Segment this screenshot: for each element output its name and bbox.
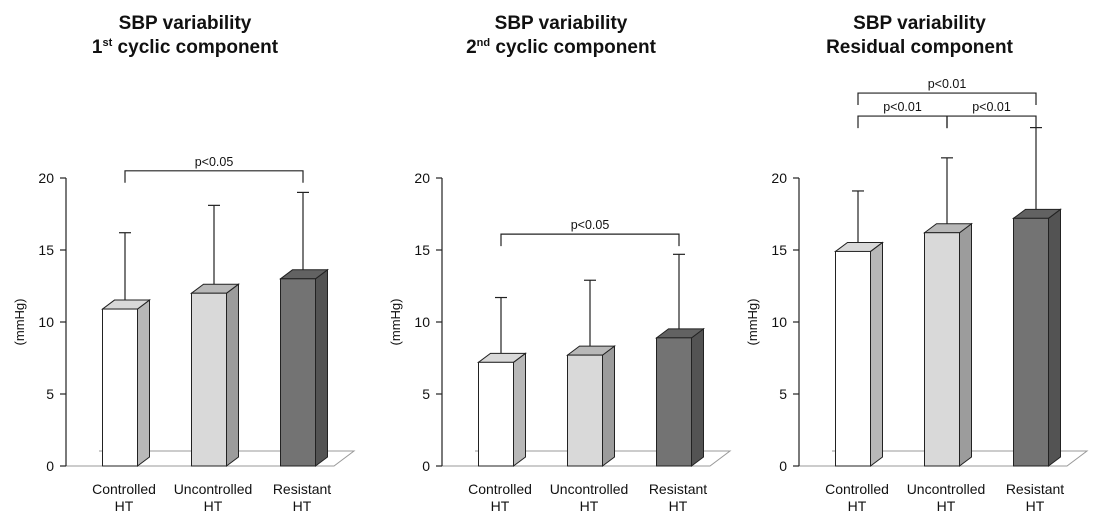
significance-label: p<0.01	[883, 100, 922, 114]
x-category-label: HT	[669, 498, 688, 514]
y-tick-label: 0	[422, 458, 430, 474]
bar	[1013, 217, 1049, 467]
bar	[924, 232, 960, 467]
y-tick-label: 0	[779, 458, 787, 474]
x-category-label: Resistant	[649, 481, 707, 497]
bar	[478, 361, 514, 467]
bar-side	[602, 345, 615, 467]
significance-label: p<0.05	[571, 218, 610, 232]
x-category-label: Uncontrolled	[174, 481, 253, 497]
x-category-label: HT	[937, 498, 956, 514]
significance-label: p<0.01	[972, 100, 1011, 114]
y-tick-label: 10	[414, 314, 430, 330]
bar-side	[691, 327, 704, 467]
y-tick-label: 10	[38, 314, 54, 330]
bar	[835, 250, 871, 467]
bar-chart-svg: 05101520(mmHg)ControlledHTUncontrolledHT…	[12, 155, 356, 514]
x-category-label: Controlled	[92, 481, 156, 497]
y-axis-label: (mmHg)	[388, 299, 403, 346]
y-axis-label: (mmHg)	[12, 299, 27, 346]
bar-side	[315, 268, 328, 467]
y-tick-label: 20	[771, 170, 787, 186]
significance-bracket	[500, 233, 680, 247]
bar	[280, 278, 316, 467]
bar-chart-svg: 05101520(mmHg)ControlledHTUncontrolledHT…	[388, 170, 732, 514]
x-category-label: HT	[115, 498, 134, 514]
chart-title-line1: SBP variability	[494, 13, 628, 34]
x-category-label: HT	[293, 498, 312, 514]
x-category-label: HT	[1026, 498, 1045, 514]
subtitle-rest: Residual component	[826, 37, 1013, 58]
subtitle-rest: cyclic component	[112, 37, 279, 58]
y-tick-label: 15	[38, 242, 54, 258]
chart-title-line1: SBP variability	[118, 13, 252, 34]
significance-bracket	[946, 115, 1037, 129]
y-tick-label: 10	[771, 314, 787, 330]
significance-bracket	[857, 115, 948, 129]
bar-side	[959, 222, 972, 467]
x-category-label: Resistant	[273, 481, 331, 497]
chart-title-line2: Residual component	[733, 36, 1106, 59]
y-tick-label: 5	[779, 386, 787, 402]
bar	[191, 292, 227, 467]
y-tick-label: 20	[414, 170, 430, 186]
bar-chart-svg: 05101520(mmHg)ControlledHTUncontrolledHT…	[745, 77, 1089, 514]
y-tick-label: 5	[46, 386, 54, 402]
x-category-label: HT	[580, 498, 599, 514]
bar-side	[1048, 208, 1061, 467]
y-axis-label: (mmHg)	[745, 299, 760, 346]
bar-side	[870, 241, 883, 467]
x-category-label: Resistant	[1006, 481, 1064, 497]
subtitle-rest: cyclic component	[490, 37, 656, 58]
x-category-label: HT	[204, 498, 223, 514]
x-category-label: Controlled	[825, 481, 889, 497]
y-tick-label: 5	[422, 386, 430, 402]
chart-panel-1: SBP variability 1st cyclic component 0 5 1…	[0, 0, 370, 514]
significance-label: p<0.01	[928, 77, 967, 91]
y-tick-label: 15	[414, 242, 430, 258]
chart-title-line1: SBP variability	[853, 13, 986, 34]
bar	[567, 354, 603, 467]
y-tick-label: 20	[38, 170, 54, 186]
subtitle-number: 1	[91, 37, 103, 58]
chart-title-line2: 2nd cyclic component	[376, 36, 746, 59]
chart-panel-3: SBP variability Residual component 0 5 10 1…	[733, 0, 1106, 514]
x-category-label: Controlled	[468, 481, 532, 497]
x-category-label: HT	[848, 498, 867, 514]
chart-title-line2: 1st cyclic component	[0, 36, 370, 59]
x-category-label: Uncontrolled	[550, 481, 629, 497]
chart-panel-2: SBP variability 2nd cyclic component 0 5 1…	[376, 0, 746, 514]
subtitle-superscript: nd	[476, 37, 491, 49]
bar	[102, 308, 138, 467]
significance-label: p<0.05	[195, 155, 234, 169]
bar	[656, 337, 692, 467]
y-tick-label: 15	[771, 242, 787, 258]
bar-side	[226, 283, 239, 467]
bar-side	[137, 299, 150, 467]
bar-side	[513, 352, 526, 467]
subtitle-superscript: st	[102, 37, 113, 49]
y-tick-label: 0	[46, 458, 54, 474]
significance-bracket	[857, 92, 1037, 106]
x-category-label: Uncontrolled	[907, 481, 986, 497]
significance-bracket	[124, 170, 304, 183]
subtitle-number: 2	[466, 37, 477, 58]
x-category-label: HT	[491, 498, 510, 514]
